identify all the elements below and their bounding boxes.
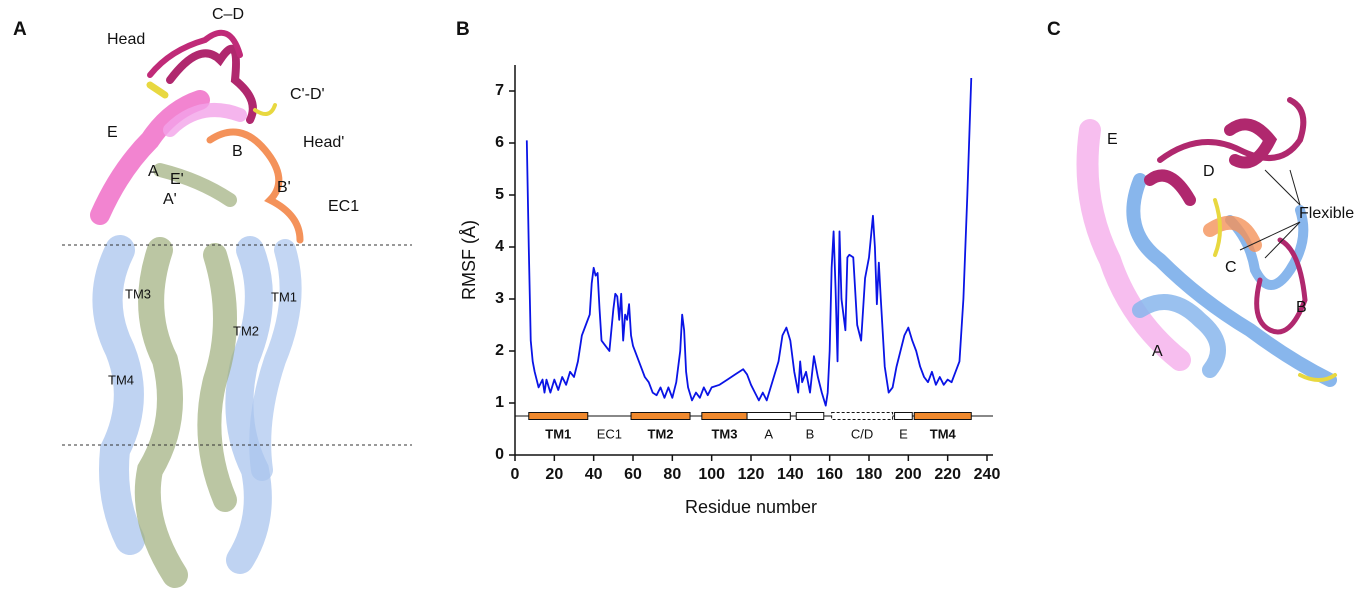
annotation: A xyxy=(148,163,159,180)
panel-label: C xyxy=(1047,19,1061,40)
domain-label: TM4 xyxy=(930,426,957,441)
domain-box xyxy=(630,412,691,420)
annotation: B' xyxy=(277,179,291,196)
domain-label: TM2 xyxy=(648,426,674,441)
domain-box xyxy=(831,412,894,420)
rmsf-chart: B 0 1 2 3 4 5 6 7 0 20 40 60 80 100 120 140 160 180 200 220 2… xyxy=(456,19,1000,517)
panel-label: B xyxy=(456,19,470,40)
domain-box xyxy=(701,412,748,420)
domain-label: B xyxy=(806,426,815,441)
annotation: C–D xyxy=(212,6,244,23)
x-tick-label: 160 xyxy=(816,466,843,483)
x-axis-title: Residue number xyxy=(685,497,817,517)
x-tick-label: 60 xyxy=(624,466,642,483)
domain-label: EC1 xyxy=(597,426,622,441)
annotation: TM1 xyxy=(271,289,297,304)
annotation: B xyxy=(1296,299,1307,316)
y-axis-title: RMSF (Å) xyxy=(459,220,479,300)
y-tick-label: 4 xyxy=(495,238,504,255)
annotation: TM2 xyxy=(233,323,259,338)
x-tick-label: 80 xyxy=(663,466,681,483)
x-tick-label: 220 xyxy=(934,466,961,483)
y-tick-label: 0 xyxy=(495,446,504,463)
x-tick-label: 240 xyxy=(974,466,1001,483)
x-tick-label: 0 xyxy=(511,466,520,483)
domain-box xyxy=(795,412,825,420)
x-tick-label: 200 xyxy=(895,466,922,483)
structure-a xyxy=(90,29,304,588)
domain-box xyxy=(528,412,589,420)
domain-label: A xyxy=(764,426,773,441)
annotation: Head' xyxy=(303,134,344,151)
structure-c xyxy=(1076,97,1337,387)
annotation: A xyxy=(1152,343,1163,360)
rmsf-line xyxy=(525,77,973,407)
domain-label: TM1 xyxy=(545,426,571,441)
pointer-lines xyxy=(1239,169,1301,259)
x-tick-label: 40 xyxy=(585,466,603,483)
x-tick-label: 20 xyxy=(545,466,563,483)
y-tick-label: 7 xyxy=(495,82,504,99)
annotation: EC1 xyxy=(328,198,359,215)
domain-label: TM3 xyxy=(711,426,737,441)
annotation: Flexible xyxy=(1299,205,1354,222)
domain-label: E xyxy=(899,426,908,441)
annotation: TM3 xyxy=(125,286,151,301)
annotation: Head xyxy=(107,31,145,48)
annotation: C'-D' xyxy=(290,86,325,103)
domain-box xyxy=(894,412,913,420)
annotation: E xyxy=(1107,131,1118,148)
x-tick-label: 100 xyxy=(698,466,725,483)
y-tick-label: 2 xyxy=(495,342,504,359)
domain-box xyxy=(913,412,972,420)
x-tick-label: 180 xyxy=(856,466,883,483)
x-tick-label: 140 xyxy=(777,466,804,483)
annotation: TM4 xyxy=(108,372,134,387)
y-tick-label: 6 xyxy=(495,134,504,151)
y-tick-label: 1 xyxy=(495,394,504,411)
domain-label: C/D xyxy=(851,426,873,441)
annotation: C xyxy=(1225,259,1237,276)
panel-label: A xyxy=(13,19,27,40)
annotation: B xyxy=(232,143,243,160)
annotation: E' xyxy=(170,171,184,188)
annotation: D xyxy=(1203,163,1215,180)
annotation: A' xyxy=(163,191,177,208)
x-tick-label: 120 xyxy=(738,466,765,483)
y-tick-label: 5 xyxy=(495,186,504,203)
y-tick-label: 3 xyxy=(495,290,504,307)
annotation: E xyxy=(107,124,118,141)
domain-box xyxy=(746,412,791,420)
